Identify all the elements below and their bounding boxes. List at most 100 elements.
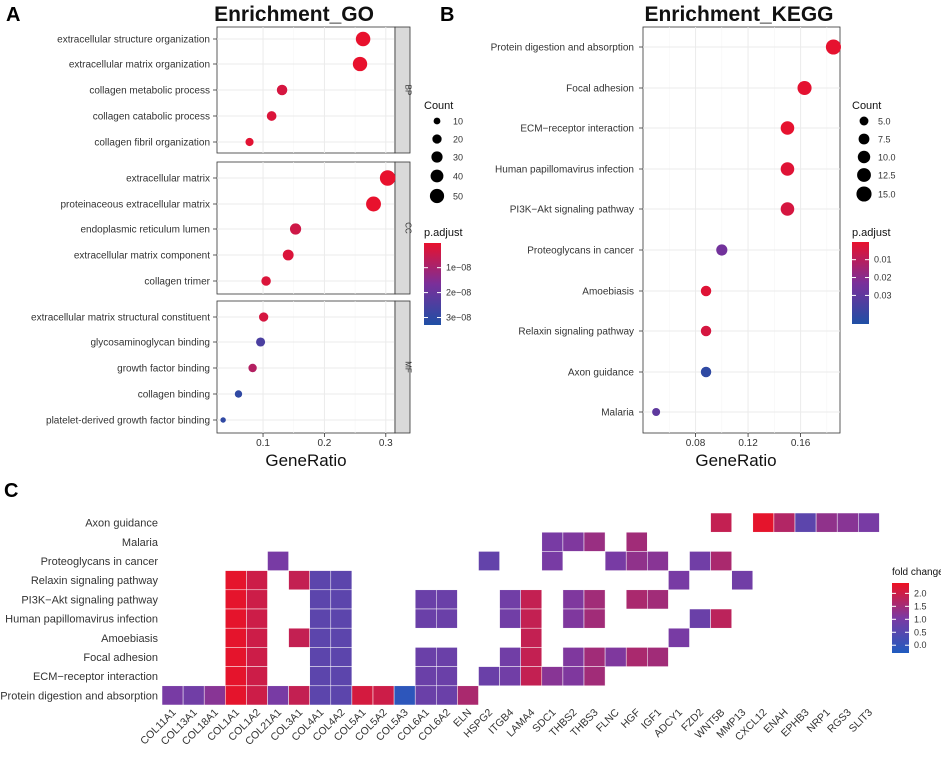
heatmap-cell xyxy=(161,685,184,706)
go-count-legend-label: 30 xyxy=(453,153,463,163)
kegg-dot xyxy=(780,202,795,216)
go-term-label: extracellular matrix xyxy=(126,174,210,185)
heatmap-cell xyxy=(647,589,669,610)
heatmap-cell xyxy=(246,589,268,610)
go-facet-strip xyxy=(394,300,411,434)
kegg-xtick-label: 0.16 xyxy=(791,438,811,449)
heatmap-cell xyxy=(309,589,332,610)
kegg-count-legend-label: 15.0 xyxy=(878,190,896,200)
go-dot xyxy=(256,337,266,347)
go-count-legend-dot xyxy=(432,134,442,144)
heatmap-cell xyxy=(372,685,395,706)
heatmap-cell xyxy=(203,685,226,706)
kegg-dot xyxy=(700,366,712,378)
heatmap-col-label: FLNC xyxy=(594,706,622,734)
go-dot xyxy=(248,363,257,373)
go-dot xyxy=(276,84,288,96)
kegg-term-label: Axon guidance xyxy=(568,368,635,379)
heatmap-cell xyxy=(309,570,332,591)
go-term-label: extracellular matrix organization xyxy=(69,60,210,71)
heatmap-cell xyxy=(520,608,543,629)
heatmap-cell xyxy=(246,627,268,648)
kegg-term-label: ECM−receptor interaction xyxy=(520,124,634,135)
kegg-padj-label: 0.01 xyxy=(874,255,892,265)
heatmap-row-label: Proteoglycans in cancer xyxy=(41,556,159,568)
go-count-legend-dot xyxy=(429,188,445,204)
heatmap-cell xyxy=(541,551,564,571)
go-dot xyxy=(379,170,396,186)
go-facet-label: BP xyxy=(404,85,413,96)
heatmap-cell xyxy=(414,685,437,706)
kegg-padj-colorbar xyxy=(852,242,869,324)
go-panel-frame xyxy=(216,300,396,434)
kegg-term-label: Focal adhesion xyxy=(566,84,634,95)
heatmap-cell xyxy=(583,531,606,552)
heatmap-cell xyxy=(393,685,416,706)
kegg-xlabel: GeneRatio xyxy=(695,451,776,470)
heatmap-cell xyxy=(583,666,606,687)
go-padj-legend-title: p.adjust xyxy=(424,227,463,239)
heatmap-colorbar xyxy=(892,583,909,653)
kegg-dotplot: Enrichment_KEGG Protein digestion and abs… xyxy=(491,3,896,470)
go-term-label: collagen trimer xyxy=(144,277,210,288)
heatmap-cell xyxy=(647,647,669,667)
heatmap-cell xyxy=(625,647,648,667)
go-facet-label: CC xyxy=(404,222,413,234)
go-term-label: glycosaminoglycan binding xyxy=(90,338,210,349)
heatmap-legend-label: 2.0 xyxy=(914,588,927,598)
heatmap-cell xyxy=(562,608,585,629)
heatmap-cell xyxy=(499,608,521,629)
heatmap-cell xyxy=(625,531,648,552)
heatmap-cell xyxy=(351,685,374,706)
go-term-label: extracellular structure organization xyxy=(57,35,210,46)
heatmap-cell xyxy=(330,608,353,629)
heatmap-cell xyxy=(731,570,754,591)
kegg-padj-label: 0.02 xyxy=(874,273,892,283)
heatmap-cell xyxy=(562,666,585,687)
kegg-count-legend-title: Count xyxy=(852,100,881,112)
kegg-panel-frame xyxy=(642,26,841,434)
heatmap-cell xyxy=(267,551,289,571)
heatmap-col-label: HGF xyxy=(619,707,643,731)
kegg-padj-legend-title: p.adjust xyxy=(852,227,891,239)
heatmap-row-label: Human papillomavirus infection xyxy=(5,614,158,626)
go-term-label: endoplasmic reticulum lumen xyxy=(80,225,210,236)
heatmap-cell xyxy=(246,647,268,667)
heatmap-cell xyxy=(752,512,775,533)
go-facet-strip xyxy=(394,26,411,154)
heatmap-cell xyxy=(625,589,648,610)
heatmap-cell xyxy=(267,685,289,706)
kegg-term-label: Relaxin signaling pathway xyxy=(518,327,634,338)
heatmap-cell xyxy=(562,589,585,610)
go-dot xyxy=(282,249,294,261)
kegg-count-legend-label: 7.5 xyxy=(878,135,891,145)
kegg-term-label: Human papillomavirus infection xyxy=(495,165,634,176)
heatmap-legend-title: fold change xyxy=(892,567,941,578)
go-padj-label: 1e−08 xyxy=(446,263,471,273)
go-dot xyxy=(261,276,271,286)
heatmap-row-label: Axon guidance xyxy=(85,518,158,530)
heatmap-cell xyxy=(689,551,711,571)
go-dot xyxy=(234,390,243,398)
heatmap-col-label: RGS3 xyxy=(825,707,854,736)
go-dot xyxy=(245,137,254,147)
kegg-count-legend-dot xyxy=(858,133,870,145)
heatmap-row-label: Malaria xyxy=(122,537,159,549)
heatmap-cell xyxy=(414,647,437,667)
heatmap-cell xyxy=(710,512,732,533)
heatmap-cell xyxy=(330,589,353,610)
kegg-count-legend-label: 10.0 xyxy=(878,153,896,163)
heatmap-cell xyxy=(225,627,247,648)
kegg-count-legend-dot xyxy=(857,150,871,164)
heatmap-cell xyxy=(225,647,247,667)
heatmap-cell xyxy=(478,551,500,571)
heatmap-cell xyxy=(858,512,880,533)
go-count-legend-dot xyxy=(433,117,441,125)
heatmap-cell xyxy=(225,570,247,591)
heatmap-cell xyxy=(414,666,437,687)
heatmap-cell xyxy=(583,589,606,610)
heatmap-col-label: SLIT3 xyxy=(847,707,875,735)
go-facet-label: MF xyxy=(404,361,413,373)
kegg-title: Enrichment_KEGG xyxy=(644,3,833,26)
heatmap-cell xyxy=(414,608,437,629)
